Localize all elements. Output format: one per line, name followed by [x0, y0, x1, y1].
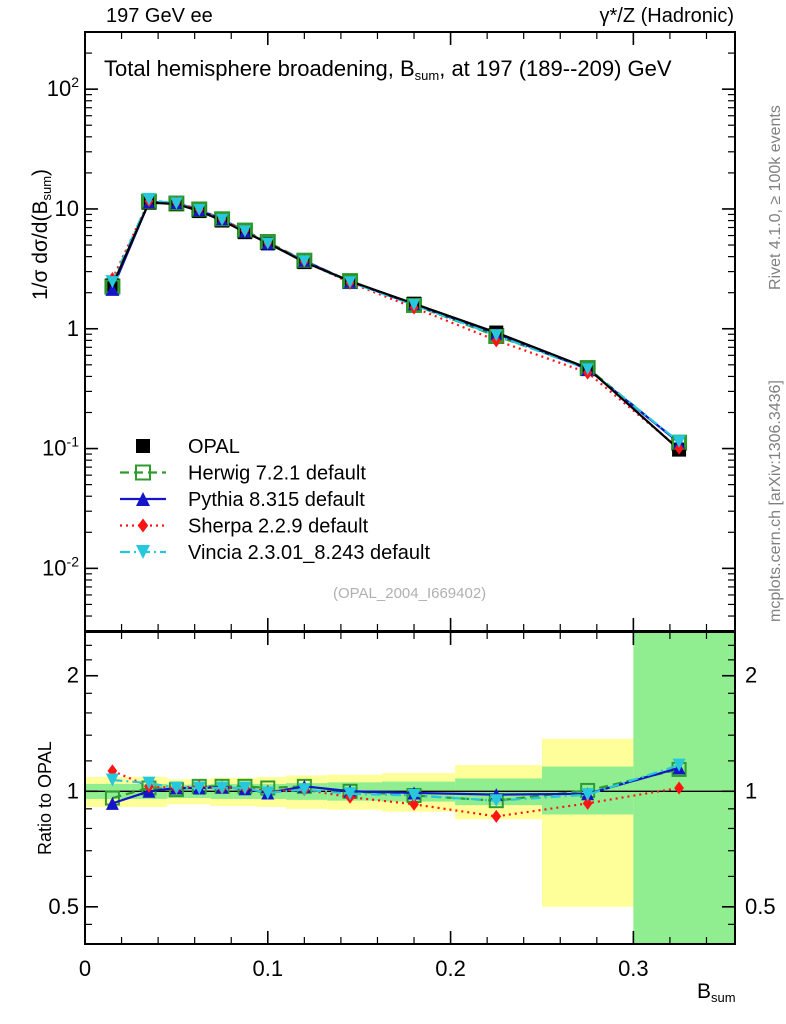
main-series-vincia-line: [111, 198, 680, 443]
main-series-herwig-line: [111, 200, 680, 444]
legend-label-0: OPAL: [188, 436, 240, 458]
marker-triangle-down: [673, 435, 686, 448]
legend-label-4: Vincia 2.3.01_8.243 default: [188, 542, 430, 564]
marker-triangle-down: [343, 787, 357, 801]
marker-diamond: [674, 781, 684, 795]
main-y-axis-title-text: 1/σ dσ/d(B: [29, 200, 52, 300]
ratio-y-label-2: 2: [67, 663, 79, 688]
ratio-band-outer: [541, 738, 634, 907]
marker-triangle-down: [106, 276, 119, 289]
legend-label-2: Pythia 8.315 default: [188, 489, 365, 511]
marker-triangle-down: [193, 204, 206, 217]
marker-triangle-down: [238, 225, 251, 238]
marker-triangle-down: [581, 788, 595, 802]
marker-triangle-down: [490, 329, 503, 342]
y-axis-label-10: 10: [55, 196, 79, 221]
main-series-opal-line: [111, 201, 680, 451]
marker-triangle-down: [216, 213, 229, 226]
main-y-axis-title-sub: sum: [39, 175, 54, 201]
x-axis-label-0: 0: [79, 956, 91, 981]
marker-triangle-down: [298, 255, 311, 268]
x-axis-title-text: B: [697, 980, 712, 1003]
marker-triangle-down: [261, 786, 275, 800]
main-series-sherpa-line: [111, 200, 680, 450]
marker-triangle-down: [105, 773, 119, 787]
marker-triangle-down: [136, 545, 150, 559]
ratio-band-inner: [633, 632, 735, 944]
legend-label-3: Sherpa 2.2.9 default: [188, 516, 369, 538]
marker-diamond: [491, 809, 502, 823]
rivet-version-label: Rivet 4.1.0, ≥ 100k events: [767, 105, 784, 290]
marker-triangle-down: [261, 237, 274, 250]
x-axis-label-2: 0.2: [435, 956, 466, 981]
mcplots-reference-label: mcplots.cern.ch [arXiv:1306.3436]: [767, 380, 784, 622]
marker-diamond: [674, 442, 684, 455]
x-axis-label-3: 0.3: [618, 956, 649, 981]
plot-title-main: Total hemisphere broadening, B: [104, 56, 415, 81]
main-series-pythia-line: [111, 201, 680, 444]
ratio-y-label-1: 1: [67, 778, 79, 803]
marker-triangle-down: [408, 298, 421, 311]
marker-triangle-up: [105, 796, 119, 810]
main-y-axis-title-close: ): [29, 168, 52, 176]
marker-triangle-down: [297, 783, 311, 797]
marker-triangle-down: [238, 781, 252, 795]
legend-label-1: Herwig 7.2.1 default: [188, 463, 366, 485]
main-y-axis-title: 1/σ dσ/d(Bsum): [29, 168, 54, 300]
ratio-y-label-right-1: 1: [745, 778, 757, 803]
marker-triangle-down: [215, 781, 229, 795]
marker-triangle-down: [672, 758, 686, 772]
ratio-panel-frame: [84, 631, 736, 945]
marker-square-filled: [136, 439, 150, 453]
y-axis-label-1e2: 102: [47, 74, 79, 101]
ratio-y-label-0.5: 0.5: [48, 894, 79, 919]
marker-triangle-down: [169, 781, 183, 795]
plot-title: Total hemisphere broadening, Bsum, at 19…: [104, 56, 672, 83]
y-axis-label-1e-1: 10-1: [42, 434, 79, 461]
header-left-label: 197 GeV ee: [106, 5, 213, 27]
plot-title-sub: sum: [414, 68, 440, 83]
marker-triangle-down: [407, 788, 421, 802]
marker-triangle-up: [106, 282, 119, 295]
ratio-y-axis-title: Ratio to OPAL: [35, 741, 55, 855]
marker-triangle-down: [581, 363, 594, 376]
ratio-y-label-right-0.5: 0.5: [745, 894, 776, 919]
marker-triangle-down: [489, 794, 503, 808]
y-axis-label-1e-2: 10-2: [42, 553, 79, 580]
plot-title-rest: , at 197 (189--209) GeV: [439, 56, 672, 81]
marker-diamond: [582, 796, 593, 810]
marker-triangle-up: [136, 492, 150, 506]
ratio-y-label-right-2: 2: [745, 663, 757, 688]
marker-diamond: [137, 518, 149, 533]
x-axis-title-sub: sum: [711, 990, 736, 1005]
x-axis-title: Bsum: [697, 981, 736, 1004]
marker-triangle-down: [344, 276, 357, 289]
y-axis-label-1: 1: [67, 316, 79, 341]
marker-triangle-down: [142, 776, 156, 790]
watermark-dataset-id: (OPAL_2004_I669402): [333, 585, 487, 602]
header-right-label: γ*/Z (Hadronic): [599, 5, 734, 27]
marker-diamond: [409, 797, 419, 811]
x-axis-label-1: 0.1: [252, 956, 283, 981]
marker-triangle-down: [170, 197, 183, 210]
marker-square-open: [135, 464, 151, 481]
marker-triangle-down: [142, 193, 155, 206]
marker-triangle-down: [192, 781, 206, 795]
